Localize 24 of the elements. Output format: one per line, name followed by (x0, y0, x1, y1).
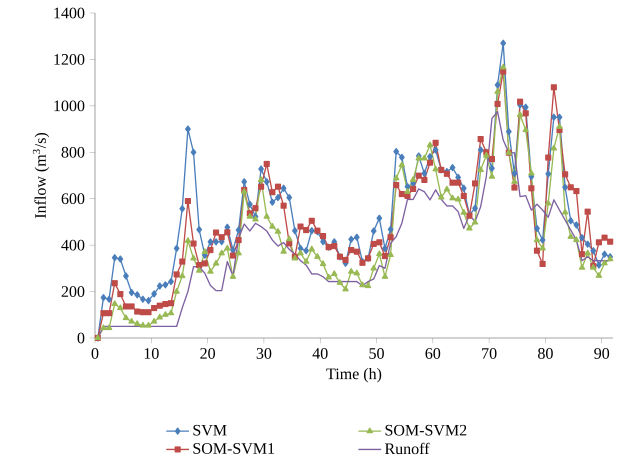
x-tick-label: 10 (144, 348, 159, 359)
x-tick-label: 0 (92, 348, 98, 359)
y-tick-label: 0 (78, 332, 84, 344)
y-tick-label: 800 (62, 146, 84, 158)
x-tick-label: 60 (426, 348, 440, 359)
y-tick-label: 1400 (54, 8, 84, 18)
x-tick-label: 30 (256, 348, 272, 359)
y-tick-label: 400 (61, 240, 84, 251)
y-tick-label: 200 (62, 286, 84, 297)
y-tick-label: 600 (62, 193, 84, 204)
x-tick-label: 50 (369, 348, 384, 359)
x-axis-title: Time (h) (326, 368, 382, 382)
x-tick-label: 80 (538, 348, 553, 359)
x-tick-label: 40 (312, 348, 328, 359)
y-tick-label: 1200 (54, 54, 84, 65)
legend-label: Runoff (384, 442, 430, 454)
x-tick-label: 70 (482, 348, 496, 359)
legend-label: SOM-SVM2 (386, 424, 466, 436)
legend-label: SOM-SVM1 (193, 443, 274, 454)
legend-label: SVM (193, 424, 227, 436)
x-tick-label: 20 (200, 348, 215, 359)
y-tick-label: 1000 (54, 100, 84, 112)
y-axis-title: Inflow (m$^{3}$/s) (32, 132, 50, 218)
x-tick-label: 90 (594, 348, 610, 359)
